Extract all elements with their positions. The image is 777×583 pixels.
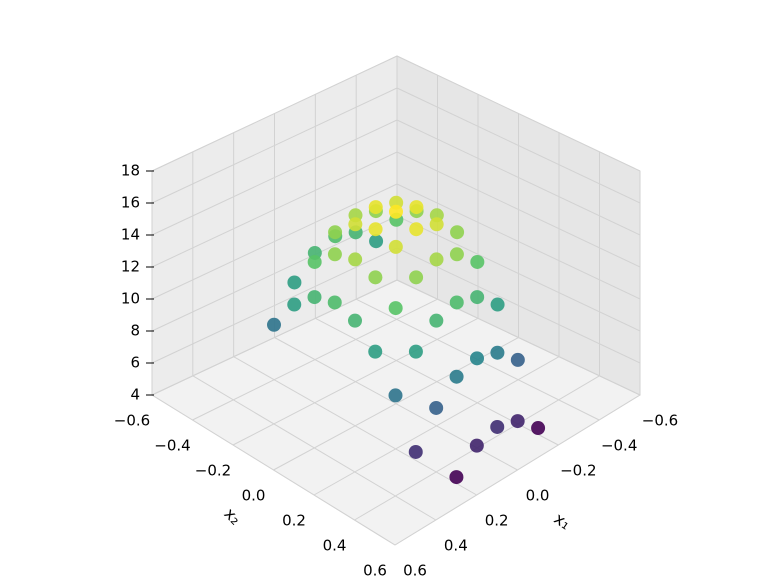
z-tick-label: 14 xyxy=(121,226,140,244)
grid-line xyxy=(394,394,641,546)
grid-line xyxy=(396,247,641,364)
x-tick-label: 0.6 xyxy=(403,562,427,580)
z-tick-label: 8 xyxy=(130,322,140,340)
x-tick-label: −0.2 xyxy=(560,462,596,480)
point xyxy=(328,225,343,240)
grid-line xyxy=(151,247,398,364)
point xyxy=(409,200,424,215)
point xyxy=(368,222,383,237)
point xyxy=(307,290,322,305)
grid-line xyxy=(396,119,641,236)
point xyxy=(469,438,484,453)
point xyxy=(429,217,444,232)
y-tick-label: 0.4 xyxy=(323,537,347,555)
point xyxy=(389,204,403,219)
point xyxy=(449,369,464,384)
y-tick-label: 0.6 xyxy=(363,562,387,580)
point xyxy=(429,400,444,415)
point xyxy=(388,388,403,403)
grid-line xyxy=(396,151,641,268)
point xyxy=(531,421,546,436)
point xyxy=(449,247,464,262)
point xyxy=(408,344,423,359)
grid-line xyxy=(396,279,641,396)
point xyxy=(450,225,465,240)
point xyxy=(287,297,302,312)
grid-line xyxy=(151,87,398,204)
point xyxy=(388,301,403,316)
y-tick-label: −0.2 xyxy=(195,462,231,480)
z-tick-label: 6 xyxy=(130,354,140,372)
point xyxy=(368,200,383,215)
y-tick-label: 0.0 xyxy=(242,487,266,505)
point xyxy=(388,239,403,254)
point xyxy=(368,270,383,285)
z-tick-label: 4 xyxy=(130,386,140,404)
point xyxy=(470,254,485,269)
point xyxy=(449,295,464,310)
grid-line xyxy=(396,55,641,172)
grid-line xyxy=(396,87,641,204)
point xyxy=(307,254,322,269)
point xyxy=(267,317,281,332)
point xyxy=(470,351,484,366)
z-tick-label: 18 xyxy=(121,162,140,180)
grid-line xyxy=(151,119,398,236)
point xyxy=(409,270,424,285)
point xyxy=(490,345,505,360)
point xyxy=(510,414,525,429)
point xyxy=(369,234,384,249)
point xyxy=(449,470,464,485)
x-tick-label: −0.4 xyxy=(601,437,637,455)
point xyxy=(348,252,363,267)
point xyxy=(429,313,444,328)
grid-line xyxy=(232,317,479,446)
z-tick-label: 10 xyxy=(121,290,140,308)
point xyxy=(348,217,363,232)
grid-line xyxy=(151,55,398,172)
grid-line xyxy=(192,298,438,421)
z-tick-label: 12 xyxy=(121,258,140,276)
point xyxy=(409,222,424,237)
grid-line xyxy=(313,356,560,496)
x-tick-label: 0.0 xyxy=(526,487,550,505)
z-tick-label: 16 xyxy=(121,194,140,212)
grid-line xyxy=(396,183,641,300)
x-tick-label: −0.6 xyxy=(642,412,678,430)
y-tick-label: 0.2 xyxy=(282,512,306,530)
grid-line xyxy=(151,279,398,396)
points xyxy=(267,195,546,485)
grid-line xyxy=(151,151,398,268)
point xyxy=(490,419,505,434)
point xyxy=(470,290,485,305)
grid-line xyxy=(396,215,641,332)
point xyxy=(327,247,342,262)
grid-line xyxy=(151,183,398,300)
point xyxy=(490,297,505,312)
point xyxy=(429,252,444,267)
point xyxy=(287,275,302,290)
y-tick-label: −0.6 xyxy=(114,412,150,430)
point xyxy=(408,444,423,459)
x-tick-label: 0.2 xyxy=(485,512,509,530)
grid xyxy=(146,55,641,546)
x-axis-label: x₁ xyxy=(551,509,575,534)
y-axis-label: x₂ xyxy=(220,504,245,529)
y-tick-label: −0.4 xyxy=(154,437,190,455)
point xyxy=(348,313,362,328)
point xyxy=(327,295,342,310)
point xyxy=(510,352,525,367)
x-tick-label: 0.4 xyxy=(444,537,468,555)
point xyxy=(368,344,383,359)
